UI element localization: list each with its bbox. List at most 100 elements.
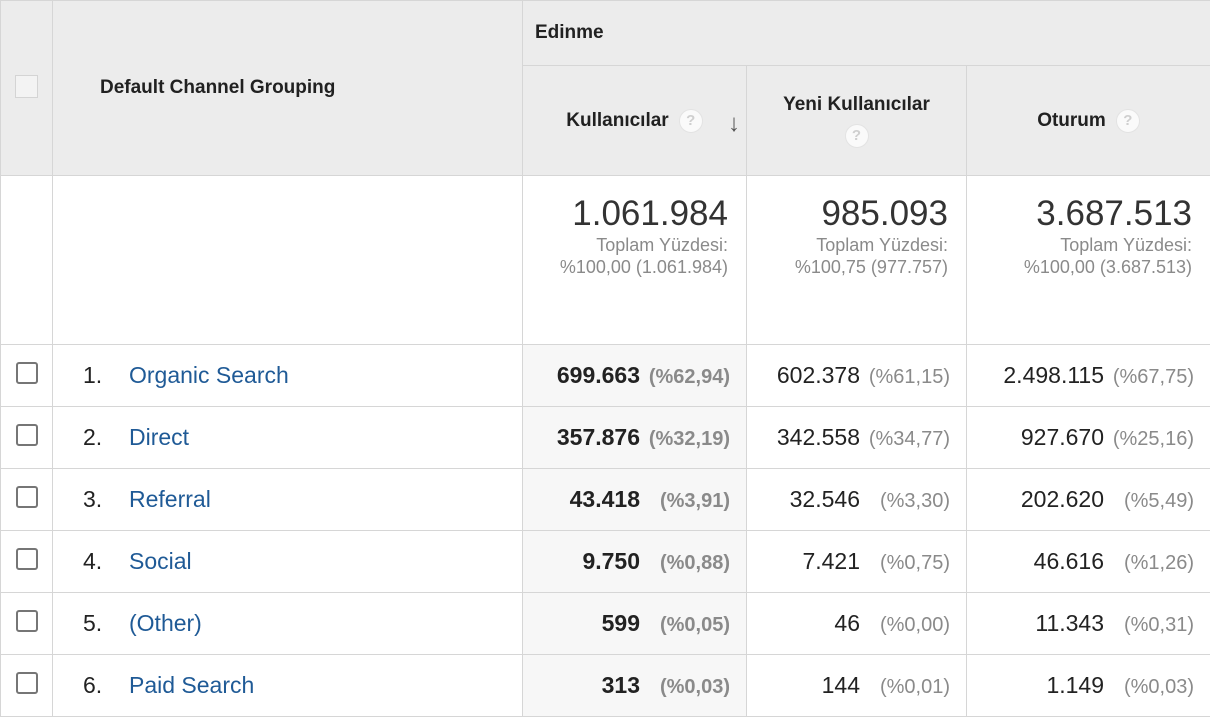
new-users-total: 985.093 [821, 194, 948, 233]
new-users-cell: 342.558 (%34,77) [746, 406, 967, 469]
dimension-header[interactable]: Default Channel Grouping [52, 0, 523, 176]
table-row: 3. Referral 43.418 (%3,91) 32.546 (%3,30) 2… [0, 468, 1210, 531]
metric-group-header: Edinme [521, 0, 1210, 66]
sessions-percent: (%67,75) [1112, 366, 1195, 388]
users-cell: 9.750 (%0,88) [522, 530, 747, 593]
row-checkbox[interactable] [15, 424, 38, 446]
sessions-value: 1.149 [1046, 672, 1105, 698]
new-users-value: 32.546 [789, 486, 860, 512]
new-users-percent: (%34,77) [868, 428, 950, 450]
table-row: 1. Organic Search 699.663 (%62,94) 602.378… [0, 344, 1210, 407]
sessions-cell: 1.149 (%0,03) [965, 654, 1210, 717]
sessions-total-detail: %100,00 (3.687.513) [1023, 257, 1193, 277]
row-check-cell [0, 406, 53, 469]
users-percent: (%0,88) [659, 552, 730, 574]
table-row: 2. Direct 357.876 (%32,19) 342.558 (%34,77)… [0, 406, 1210, 469]
new-users-total-caption: Toplam Yüzdesi: [816, 235, 948, 255]
users-total: 1.061.984 [572, 194, 728, 233]
users-value: 9.750 [582, 548, 640, 574]
row-rank: 3. [83, 486, 103, 512]
row-rank: 5. [83, 610, 103, 636]
new-users-value: 144 [821, 672, 860, 698]
users-value: 599 [601, 610, 640, 636]
sessions-percent: (%25,16) [1112, 428, 1195, 450]
users-header-label: Kullanıcılar [566, 109, 669, 131]
select-all-checkbox[interactable] [15, 75, 38, 98]
row-checkbox[interactable] [15, 362, 38, 384]
sessions-value: 2.498.115 [1003, 362, 1105, 388]
table-row: 6. Paid Search 313 (%0,03) 144 (%0,01) 1.14… [0, 654, 1210, 717]
new-users-value: 7.421 [802, 548, 860, 574]
channel-link[interactable]: Paid Search [129, 672, 255, 698]
summary-check-cell [0, 175, 53, 345]
users-total-caption: Toplam Yüzdesi: [596, 235, 728, 255]
summary-dim-cell [52, 175, 523, 345]
users-value: 43.418 [569, 486, 640, 512]
new-users-value: 602.378 [776, 362, 860, 388]
channel-cell: 3. Referral [52, 468, 523, 531]
new-users-percent: (%0,00) [879, 614, 950, 636]
row-checkbox[interactable] [15, 672, 38, 694]
new-users-column-header[interactable]: Yeni Kullanıcılar ? [746, 65, 967, 176]
sort-descending-icon[interactable]: ↓ [728, 110, 740, 137]
channel-link[interactable]: Organic Search [129, 362, 289, 388]
sessions-header-label: Oturum [1037, 109, 1106, 131]
users-value: 313 [601, 672, 640, 698]
users-value: 357.876 [556, 424, 640, 450]
new-users-value: 342.558 [776, 424, 860, 450]
sessions-percent: (%1,26) [1123, 552, 1195, 574]
new-users-total-detail: %100,75 (977.757) [794, 257, 948, 277]
users-cell: 599 (%0,05) [522, 592, 747, 655]
sessions-total: 3.687.513 [1036, 194, 1193, 233]
sessions-cell: 2.498.115 (%67,75) [965, 344, 1210, 407]
new-users-cell: 602.378 (%61,15) [746, 344, 967, 407]
help-icon[interactable]: ? [1115, 108, 1140, 133]
row-check-cell [0, 654, 53, 717]
users-percent: (%32,19) [648, 428, 730, 450]
new-users-percent: (%0,75) [879, 552, 950, 574]
users-cell: 357.876 (%32,19) [522, 406, 747, 469]
users-cell: 313 (%0,03) [522, 654, 747, 717]
channel-link[interactable]: (Other) [129, 610, 202, 636]
new-users-percent: (%3,30) [879, 490, 950, 512]
row-rank: 2. [83, 424, 103, 450]
users-percent: (%3,91) [659, 490, 730, 512]
help-icon[interactable]: ? [844, 123, 869, 148]
sessions-value: 927.670 [1020, 424, 1105, 450]
new-users-cell: 46 (%0,00) [746, 592, 967, 655]
row-rank: 6. [83, 672, 103, 698]
channel-link[interactable]: Social [129, 548, 192, 574]
new-users-cell: 144 (%0,01) [746, 654, 967, 717]
table-row: 5. (Other) 599 (%0,05) 46 (%0,00) 11.343 (%0… [0, 592, 1210, 655]
new-users-percent: (%61,15) [868, 366, 950, 388]
sessions-value: 46.616 [1033, 548, 1105, 574]
users-column-header[interactable]: Kullanıcılar ? ↓ [522, 65, 747, 176]
sessions-cell: 202.620 (%5,49) [965, 468, 1210, 531]
new-users-header-label: Yeni Kullanıcılar [783, 93, 930, 115]
channel-link[interactable]: Direct [129, 424, 190, 450]
sessions-total-caption: Toplam Yüzdesi: [1060, 235, 1193, 255]
users-percent: (%0,03) [659, 676, 730, 698]
sessions-column-header[interactable]: Oturum ? [965, 65, 1210, 176]
row-check-cell [0, 468, 53, 531]
sessions-percent: (%5,49) [1123, 490, 1195, 512]
row-checkbox[interactable] [15, 486, 38, 508]
row-rank: 1. [83, 362, 103, 388]
users-cell: 699.663 (%62,94) [522, 344, 747, 407]
channel-cell: 5. (Other) [52, 592, 523, 655]
channel-cell: 4. Social [52, 530, 523, 593]
sessions-percent: (%0,31) [1123, 614, 1195, 636]
new-users-cell: 32.546 (%3,30) [746, 468, 967, 531]
channel-link[interactable]: Referral [129, 486, 211, 512]
users-value: 699.663 [556, 362, 640, 388]
users-cell: 43.418 (%3,91) [522, 468, 747, 531]
row-check-cell [0, 344, 53, 407]
help-icon[interactable]: ? [678, 108, 703, 133]
sessions-cell: 46.616 (%1,26) [965, 530, 1210, 593]
row-checkbox[interactable] [15, 610, 38, 632]
dimension-header-label: Default Channel Grouping [100, 77, 336, 98]
users-summary: 1.061.984 Toplam Yüzdesi: %100,00 (1.061… [522, 175, 747, 345]
users-total-detail: %100,00 (1.061.984) [559, 257, 728, 277]
row-checkbox[interactable] [15, 548, 38, 570]
